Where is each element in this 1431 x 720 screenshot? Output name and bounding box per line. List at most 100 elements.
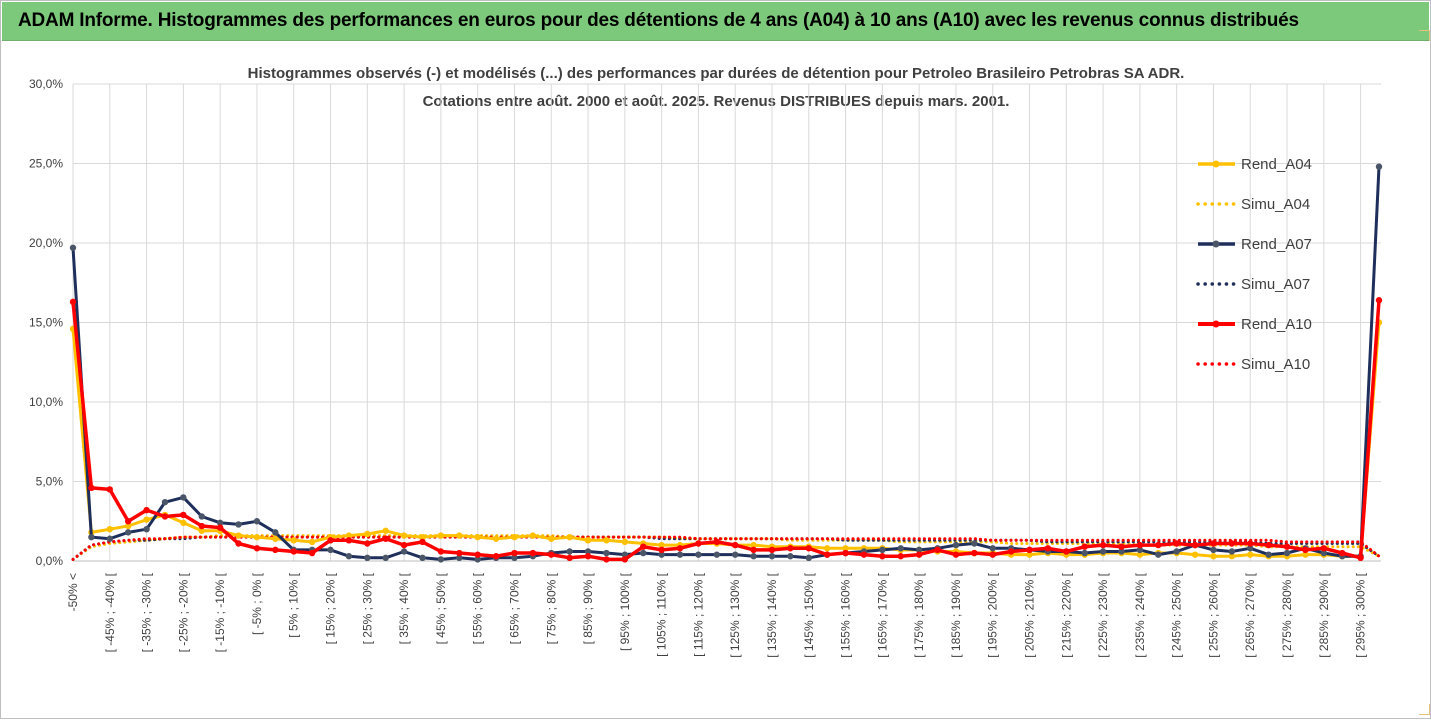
legend-label: Rend_A04: [1241, 156, 1312, 173]
data-point: [1173, 548, 1180, 555]
y-tick-label: 20,0%: [29, 236, 63, 250]
data-point: [69, 298, 77, 306]
data-point: [1210, 553, 1217, 560]
data-point: [1375, 297, 1383, 304]
data-point: [768, 553, 776, 560]
x-tick-label: [ 125% ; 130% [: [728, 572, 742, 657]
data-point: [529, 532, 537, 539]
data-point: [1155, 541, 1162, 549]
x-tick-label: [ 245% ; 250% [: [1170, 572, 1184, 657]
data-point: [768, 546, 776, 554]
data-point: [400, 532, 408, 539]
data-point: [566, 554, 573, 562]
data-point: [842, 549, 849, 557]
x-tick-label: [ 225% ; 230% [: [1096, 572, 1110, 657]
data-point: [750, 541, 757, 549]
data-point: [216, 524, 224, 531]
data-point: [952, 541, 960, 549]
data-point: [419, 533, 426, 541]
legend-label: Rend_A07: [1241, 236, 1312, 253]
data-point: [1118, 548, 1125, 555]
legend-item-simu_a04: Simu_A04: [1196, 196, 1310, 213]
data-point: [1026, 551, 1033, 558]
resize-handle-bottom-right[interactable]: [1419, 704, 1430, 715]
series-rend_a04: [69, 319, 1383, 560]
data-point: [456, 532, 463, 539]
legend-label: Simu_A10: [1241, 356, 1310, 373]
x-tick-label: [ 165% ; 170% [: [875, 572, 889, 657]
data-point: [124, 518, 132, 525]
data-point: [750, 546, 757, 554]
data-point: [713, 551, 721, 558]
data-point: [474, 551, 481, 558]
data-point: [879, 553, 886, 560]
data-point: [69, 244, 77, 251]
resize-handle-top-right[interactable]: [1419, 30, 1430, 41]
data-point: [676, 545, 684, 552]
legend-label: Rend_A10: [1241, 316, 1312, 333]
data-point: [548, 535, 555, 542]
data-point: [640, 543, 647, 550]
data-point: [180, 494, 187, 501]
data-point: [1283, 543, 1291, 550]
data-point: [934, 546, 941, 554]
data-point: [290, 548, 297, 555]
data-point: [124, 529, 132, 536]
data-point: [640, 549, 647, 557]
data-point: [971, 540, 978, 547]
data-point: [658, 551, 665, 558]
data-point: [345, 532, 353, 539]
x-tick-label: [ 155% ; 160% [: [839, 572, 853, 657]
data-point: [971, 549, 978, 557]
data-point: [492, 535, 500, 542]
data-point: [805, 554, 812, 562]
data-point: [750, 553, 757, 560]
data-point: [584, 537, 592, 544]
x-tick-label: [ 185% ; 190% [: [949, 572, 963, 657]
data-point: [1228, 553, 1236, 560]
x-tick-label: [ 275% ; 280% [: [1280, 572, 1294, 657]
x-tick-label: [ 235% ; 240% [: [1133, 572, 1147, 657]
x-tick-label: [ -25% ; -20% [: [176, 572, 190, 652]
data-point: [474, 533, 481, 541]
x-tick-label: [ -5% ; 0% [: [250, 572, 264, 635]
data-point: [915, 551, 923, 558]
x-tick-label: [ 255% ; 260% [: [1206, 572, 1220, 657]
data-point: [88, 533, 95, 541]
data-point: [1191, 551, 1199, 558]
data-point: [1081, 543, 1088, 550]
data-point: [603, 537, 610, 544]
data-point: [198, 513, 205, 520]
series-rend_a10: [69, 297, 1383, 563]
data-point: [823, 551, 831, 558]
data-point: [345, 537, 353, 544]
data-point: [456, 554, 463, 562]
data-point: [658, 546, 665, 554]
data-point: [1228, 540, 1236, 547]
data-point: [1247, 540, 1254, 547]
data-point: [456, 549, 463, 557]
data-point: [1136, 546, 1144, 554]
data-point: [106, 535, 113, 542]
legend-item-rend_a07: Rend_A07: [1198, 236, 1312, 253]
data-point: [198, 522, 205, 530]
x-tick-label: [ 5% ; 10% [: [287, 572, 301, 637]
data-point: [989, 551, 996, 558]
histogram-chart: Histogrammes observés (-) et modélisés (…: [29, 65, 1383, 658]
data-point: [842, 545, 849, 552]
series-line: [71, 535, 1381, 561]
series-line: [71, 300, 1381, 562]
legend-label: Simu_A04: [1241, 196, 1310, 213]
data-point: [621, 538, 629, 546]
data-point: [272, 546, 279, 554]
series-simu_a10: [71, 535, 1381, 561]
data-point: [1007, 548, 1015, 555]
data-point: [787, 545, 794, 552]
data-point: [382, 554, 389, 562]
y-tick-label: 0,0%: [36, 554, 64, 568]
data-point: [731, 551, 739, 558]
data-point: [364, 554, 371, 562]
data-point: [1302, 551, 1309, 558]
gridlines: [72, 83, 1381, 562]
series-line: [71, 322, 1381, 558]
